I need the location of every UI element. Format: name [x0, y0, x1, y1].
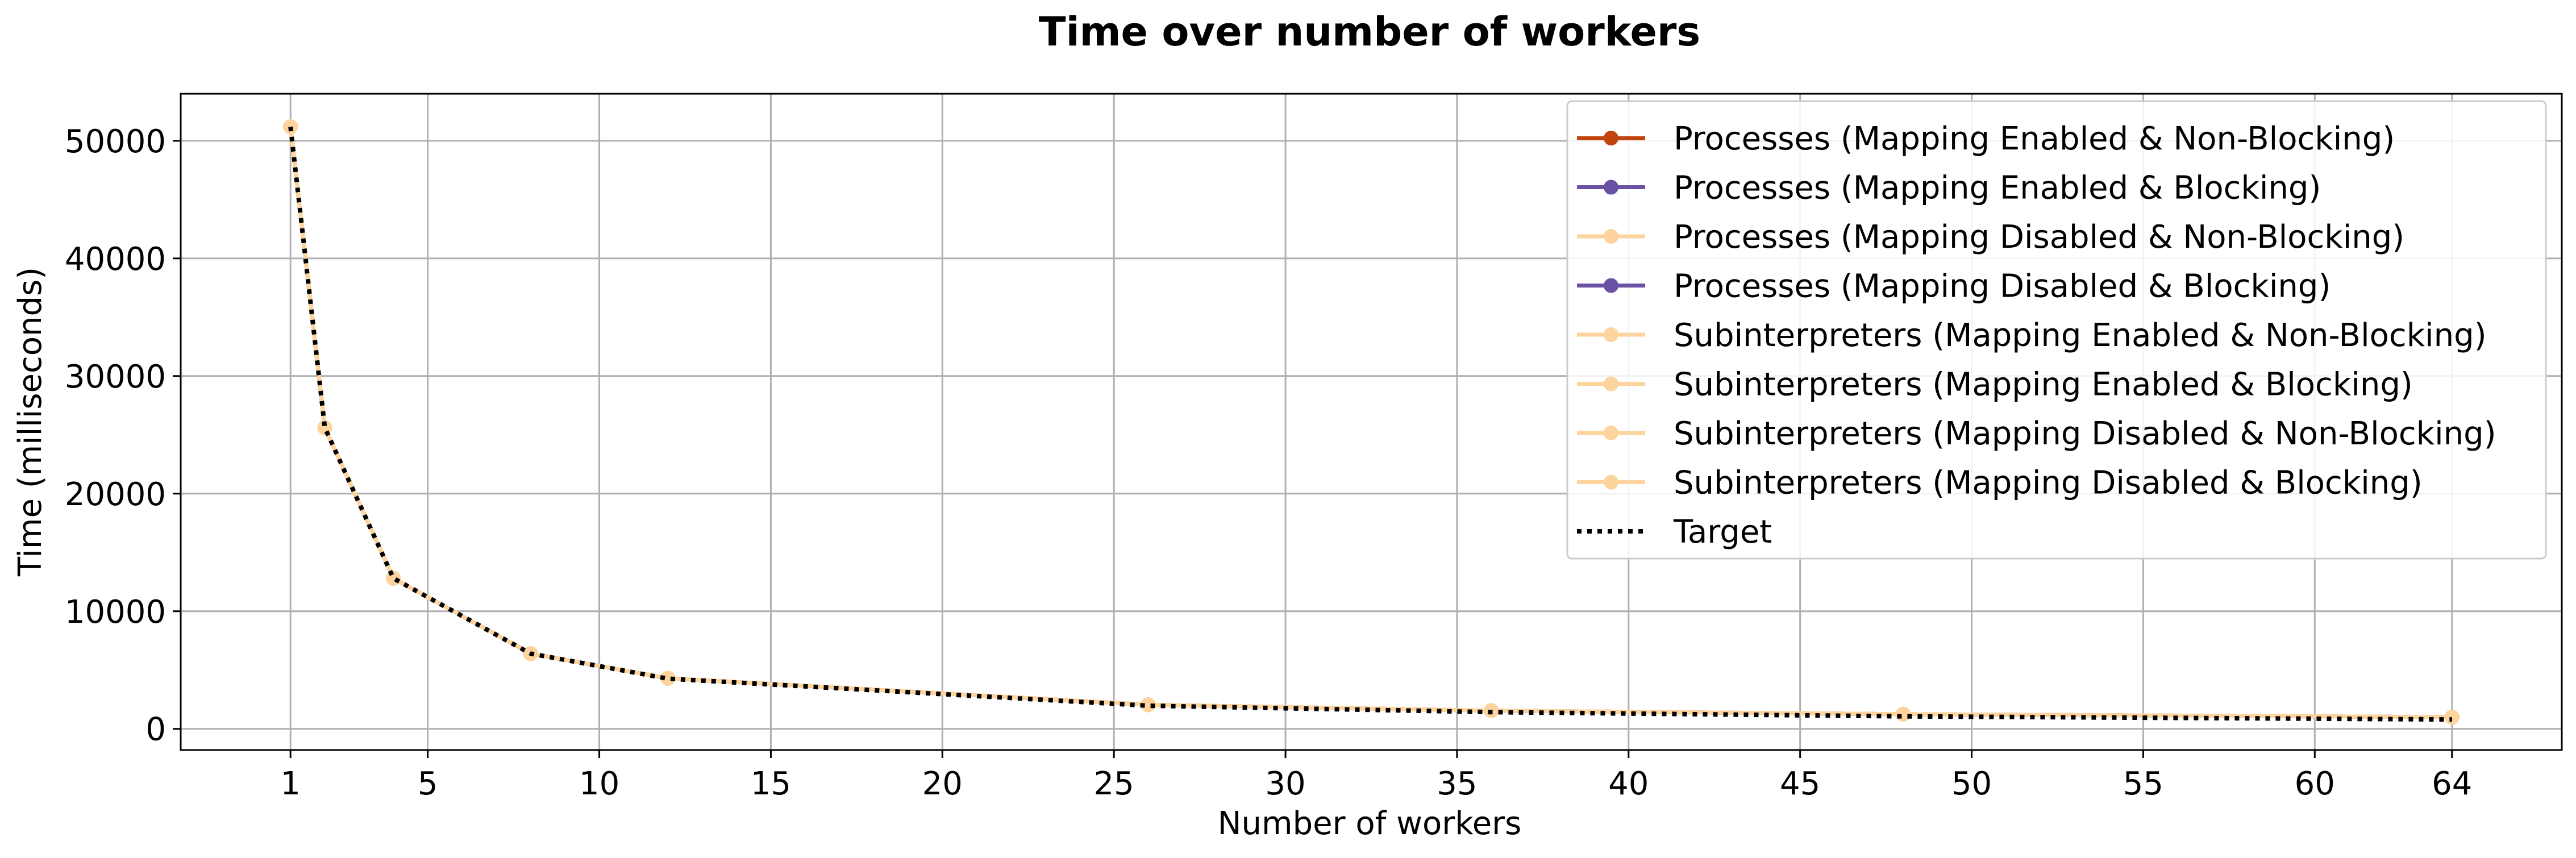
legend-marker [1604, 426, 1618, 440]
y-tick-label: 30000 [65, 359, 166, 395]
series-line [288, 126, 2452, 722]
chart-title: Time over number of workers [1039, 9, 1700, 55]
x-tick-label: 20 [922, 765, 963, 802]
legend-label: Processes (Mapping Enabled & Blocking) [1674, 170, 2321, 207]
legend-entry-subinterpreters-mapping-disabled-blocking: Subinterpreters (Mapping Disabled & Bloc… [1577, 465, 2423, 502]
legend-label: Subinterpreters (Mapping Enabled & Block… [1674, 366, 2413, 403]
legend-label: Processes (Mapping Disabled & Non-Blocki… [1674, 219, 2404, 256]
x-tick-label: 45 [1780, 765, 1820, 802]
x-tick-label: 25 [1094, 765, 1134, 802]
legend-marker [1604, 229, 1618, 244]
x-tick-label: 60 [2295, 765, 2335, 802]
y-tick-label: 10000 [65, 594, 166, 631]
x-tick-label: 30 [1265, 765, 1305, 802]
x-tick-label: 35 [1437, 765, 1477, 802]
x-axis: 1 5 10 15 20 25 30 35 40 45 50 55 60 64 [280, 750, 2472, 802]
legend-entry-processes-mapping-disabled-non-blocking: Processes (Mapping Disabled & Non-Blocki… [1577, 219, 2404, 256]
x-tick-label: 10 [579, 765, 619, 802]
x-tick-label: 15 [751, 765, 791, 802]
legend-marker [1604, 131, 1618, 145]
legend-entry-processes-mapping-enabled-non-blocking: Processes (Mapping Enabled & Non-Blockin… [1577, 120, 2395, 157]
x-tick-label: 5 [418, 765, 438, 802]
legend: Processes (Mapping Enabled & Non-Blockin… [1566, 100, 2547, 560]
x-tick-label: 55 [2123, 765, 2163, 802]
data-point [1141, 697, 1156, 713]
legend-marker [1604, 327, 1618, 342]
x-tick-label: 64 [2432, 765, 2472, 802]
y-tick-label: 50000 [65, 123, 166, 160]
data-point [660, 670, 676, 686]
legend-label: Processes (Mapping Disabled & Blocking) [1674, 268, 2331, 305]
y-axis: 0 10000 20000 30000 40000 50000 [65, 123, 181, 748]
y-tick-label: 20000 [65, 476, 166, 513]
x-tick-label: 40 [1608, 765, 1649, 802]
plot-area [283, 119, 2460, 725]
y-axis-label: Time (milliseconds) [12, 267, 49, 577]
legend-entry-processes-mapping-disabled-blocking: Processes (Mapping Disabled & Blocking) [1577, 268, 2331, 305]
legend-marker [1604, 376, 1618, 391]
legend-label: Subinterpreters (Mapping Disabled & Bloc… [1674, 465, 2423, 502]
x-axis-label: Number of workers [1218, 805, 1522, 842]
legend-entry-subinterpreters-mapping-enabled-blocking: Subinterpreters (Mapping Enabled & Block… [1577, 366, 2413, 403]
legend-label: Target [1673, 514, 1772, 551]
legend-label: Processes (Mapping Enabled & Non-Blockin… [1674, 120, 2395, 157]
legend-marker [1604, 180, 1618, 195]
legend-label: Subinterpreters (Mapping Enabled & Non-B… [1674, 317, 2487, 354]
y-tick-label: 40000 [65, 241, 166, 278]
legend-marker [1604, 278, 1618, 293]
legend-entry-processes-mapping-enabled-blocking: Processes (Mapping Enabled & Blocking) [1577, 170, 2321, 207]
legend-box [1566, 100, 2547, 560]
data-point [2444, 710, 2460, 725]
data-point [283, 119, 298, 134]
legend-marker [1604, 474, 1618, 490]
legend-entry-subinterpreters-mapping-disabled-non-blocking: Subinterpreters (Mapping Disabled & Non-… [1577, 415, 2496, 452]
legend-entry-target: Target [1577, 514, 1772, 551]
series-target [288, 126, 2452, 722]
legend-entry-subinterpreters-mapping-enabled-non-blocking: Subinterpreters (Mapping Enabled & Non-B… [1577, 317, 2487, 354]
legend-label: Subinterpreters (Mapping Disabled & Non-… [1674, 415, 2496, 452]
x-tick-label: 50 [1951, 765, 1992, 802]
x-tick-label: 1 [280, 765, 301, 802]
y-tick-label: 0 [145, 711, 166, 748]
plot-frame [180, 93, 2563, 751]
